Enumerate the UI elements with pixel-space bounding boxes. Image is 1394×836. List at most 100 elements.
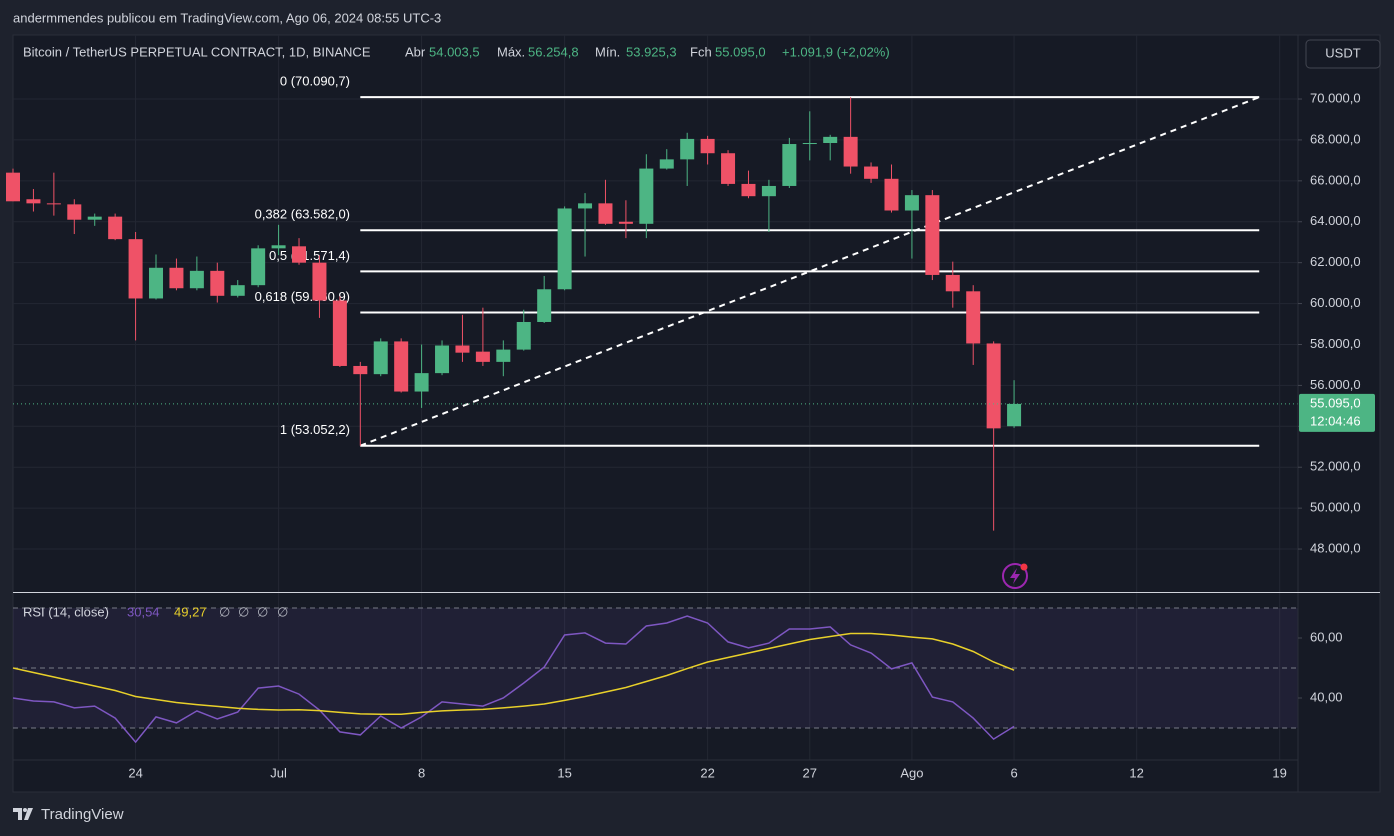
candle-body (353, 365, 368, 375)
y-tick-label: 64.000,0 (1310, 213, 1361, 228)
rsi-legend-value: ∅ (257, 604, 268, 619)
candle-body (864, 166, 879, 179)
logo-t (13, 808, 22, 820)
candle-body (782, 144, 797, 186)
publisher-line: andermmendes publicou em TradingView.com… (13, 10, 441, 25)
x-tick-label: 15 (557, 765, 571, 780)
rsi-line (12, 615, 1015, 744)
candle-body (516, 321, 531, 350)
low-label: Mín. (595, 44, 620, 59)
candle-body (884, 178, 899, 211)
candle-body (332, 300, 347, 366)
fib-level-label: 1 (53.052,2) (280, 422, 350, 437)
low-value: 53.925,3 (626, 44, 677, 59)
brand-logo (13, 808, 33, 820)
x-tick-label: 19 (1272, 765, 1286, 780)
last-price-tag (1299, 393, 1375, 432)
candle-body (230, 285, 245, 296)
candle-body (639, 168, 654, 224)
candle-body (823, 136, 838, 144)
x-tick-label: 22 (700, 765, 714, 780)
candle-body (312, 262, 327, 301)
currency-button[interactable] (1305, 39, 1381, 69)
open-value: 54.003,5 (429, 44, 480, 59)
candle-body (128, 239, 143, 299)
candle-body (46, 203, 61, 205)
candle-body (394, 341, 409, 392)
candle-body (414, 373, 429, 392)
candle-body (578, 203, 593, 209)
fib-level-label: 0,382 (63.582,0) (255, 207, 350, 222)
candle-body (618, 221, 633, 224)
candle-body (761, 185, 776, 197)
candle-body (373, 341, 388, 375)
candle-body (659, 159, 674, 169)
rsi-legend-value: 30,54 (127, 604, 160, 619)
rsi-legend-value: ∅ (277, 604, 288, 619)
candle-body (598, 203, 613, 224)
rsi-title: RSI (14, close) (23, 604, 109, 619)
candle-body (945, 274, 960, 292)
x-tick-label: Jul (270, 765, 287, 780)
candle-body (189, 270, 204, 289)
rsi-legend-value: ∅ (219, 604, 230, 619)
candle-body (802, 143, 817, 145)
candle-body (169, 267, 184, 289)
y-tick-label: 60.000,0 (1310, 295, 1361, 310)
rsi-legend-value: ∅ (238, 604, 249, 619)
candle-body (496, 349, 511, 362)
candle-body (210, 270, 225, 296)
rsi-line (12, 632, 1015, 715)
symbol-title: Bitcoin / TetherUS PERPETUAL CONTRACT, 1… (23, 44, 371, 59)
plot: 0 (70.090,7) 0,382 (63.582,0) 0,5 (61.571,… (6, 74, 1298, 744)
candle-body (271, 245, 286, 249)
y-tick-label: 52.000,0 (1310, 459, 1361, 474)
y-tick-label: 60,00 (1310, 629, 1343, 644)
y-tick-label: 40,00 (1310, 689, 1343, 704)
y-tick-label: 62.000,0 (1310, 254, 1361, 269)
brand-name: TradingView (41, 806, 124, 823)
alert-dot[interactable] (1020, 563, 1028, 571)
candle-body (721, 153, 736, 184)
high-label: Máx. (497, 44, 525, 59)
candle-body (455, 345, 470, 353)
candle-body (966, 291, 981, 344)
logo-v (24, 808, 33, 820)
x-tick-label: Ago (900, 765, 923, 780)
candle-body (843, 136, 858, 167)
candle-body (435, 345, 450, 374)
candle-body (557, 208, 572, 290)
candle-body (149, 267, 164, 299)
open-label: Abr (405, 44, 426, 59)
candle-body (741, 183, 756, 197)
candle-body (87, 216, 102, 220)
alert-icon[interactable] (1002, 563, 1028, 589)
alert-bolt[interactable] (1010, 568, 1020, 584)
candle-body (986, 343, 1001, 429)
logo-dot (23, 808, 27, 812)
candle-body (700, 138, 715, 154)
currency-button-label[interactable]: USDT (1325, 45, 1360, 60)
candle-body (904, 195, 919, 211)
close-label: Fch (690, 44, 712, 59)
alert-circle[interactable] (1002, 563, 1028, 589)
x-tick-label: 24 (128, 765, 142, 780)
candle-body (925, 195, 940, 275)
y-tick-label: 70.000,0 (1310, 90, 1361, 105)
candle-body (1007, 403, 1022, 427)
high-value: 56.254,8 (528, 44, 579, 59)
y-tick-label: 58.000,0 (1310, 336, 1361, 351)
change-value: +1.091,9 (+2,02%) (782, 44, 890, 59)
fib-trend-line (359, 96, 1260, 447)
y-tick-label: 48.000,0 (1310, 540, 1361, 555)
fib-level-label: 0 (70.090,7) (280, 74, 350, 89)
x-tick-label: 8 (418, 765, 425, 780)
rsi-legend-value: 49,27 (174, 604, 207, 619)
x-tick-label: 12 (1129, 765, 1143, 780)
candle-body (26, 199, 41, 204)
y-tick-label: 56.000,0 (1310, 377, 1361, 392)
close-value: 55.095,0 (715, 44, 766, 59)
x-tick-label: 6 (1010, 765, 1017, 780)
candle-body (108, 216, 123, 240)
